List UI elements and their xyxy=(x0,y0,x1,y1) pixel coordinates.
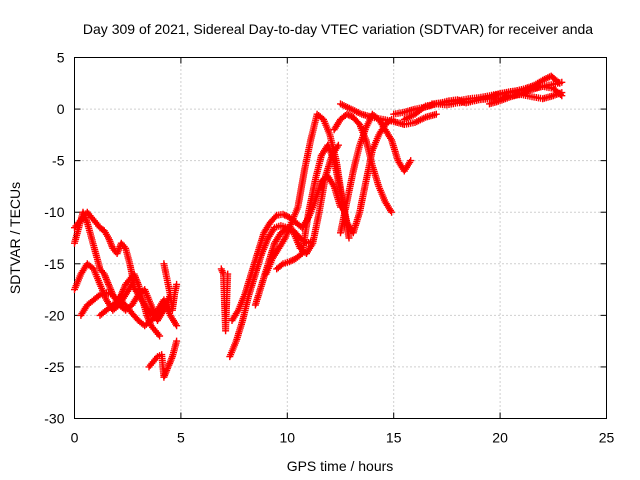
x-tick-labels: 0 5 10 15 20 25 xyxy=(71,430,615,446)
chart-title: Day 309 of 2021, Sidereal Day-to-day VTE… xyxy=(83,21,593,37)
data-point-markers xyxy=(217,265,232,335)
data-series xyxy=(71,208,138,288)
data-point-markers xyxy=(96,296,168,330)
y-tick-label: 5 xyxy=(57,50,65,66)
x-tick-label: 25 xyxy=(599,430,615,446)
data-series xyxy=(337,100,440,128)
data-point-markers xyxy=(330,110,396,216)
x-axis-label: GPS time / hours xyxy=(287,458,394,474)
y-tick-label: -10 xyxy=(44,204,64,220)
data-series xyxy=(337,110,415,237)
y-tick-label: -25 xyxy=(44,359,64,375)
tick-marks xyxy=(74,57,607,419)
data-point-markers xyxy=(71,208,138,288)
y-tick-label: -15 xyxy=(44,256,64,272)
data-series xyxy=(226,222,317,361)
data-point-markers xyxy=(428,72,564,108)
data-series xyxy=(160,260,181,314)
data-point-markers xyxy=(145,337,181,381)
x-tick-label: 0 xyxy=(71,430,79,446)
data-point-markers xyxy=(226,222,317,361)
x-tick-label: 20 xyxy=(492,430,508,446)
data-series xyxy=(486,82,566,108)
x-tick-label: 15 xyxy=(386,430,402,446)
y-axis-label: SDTVAR / TECUs xyxy=(7,182,23,294)
data-series xyxy=(330,110,396,216)
data-series xyxy=(96,296,168,330)
data-point-markers xyxy=(337,110,415,237)
y-tick-label: -5 xyxy=(52,153,65,169)
x-tick-label: 10 xyxy=(280,430,296,446)
y-tick-labels: -30 -25 -20 -15 -10 -5 0 5 xyxy=(44,50,64,427)
y-tick-label: -20 xyxy=(44,307,64,323)
data-point-markers xyxy=(486,82,566,108)
plot-border xyxy=(74,57,607,419)
x-tick-label: 5 xyxy=(177,430,185,446)
data-points xyxy=(71,72,566,381)
data-series xyxy=(217,265,232,335)
y-tick-label: 0 xyxy=(57,101,65,117)
data-point-markers xyxy=(160,260,181,314)
data-series xyxy=(428,72,564,108)
data-point-markers xyxy=(337,100,440,128)
grid-lines xyxy=(74,57,607,419)
y-tick-label: -30 xyxy=(44,411,64,427)
data-series xyxy=(145,337,181,381)
